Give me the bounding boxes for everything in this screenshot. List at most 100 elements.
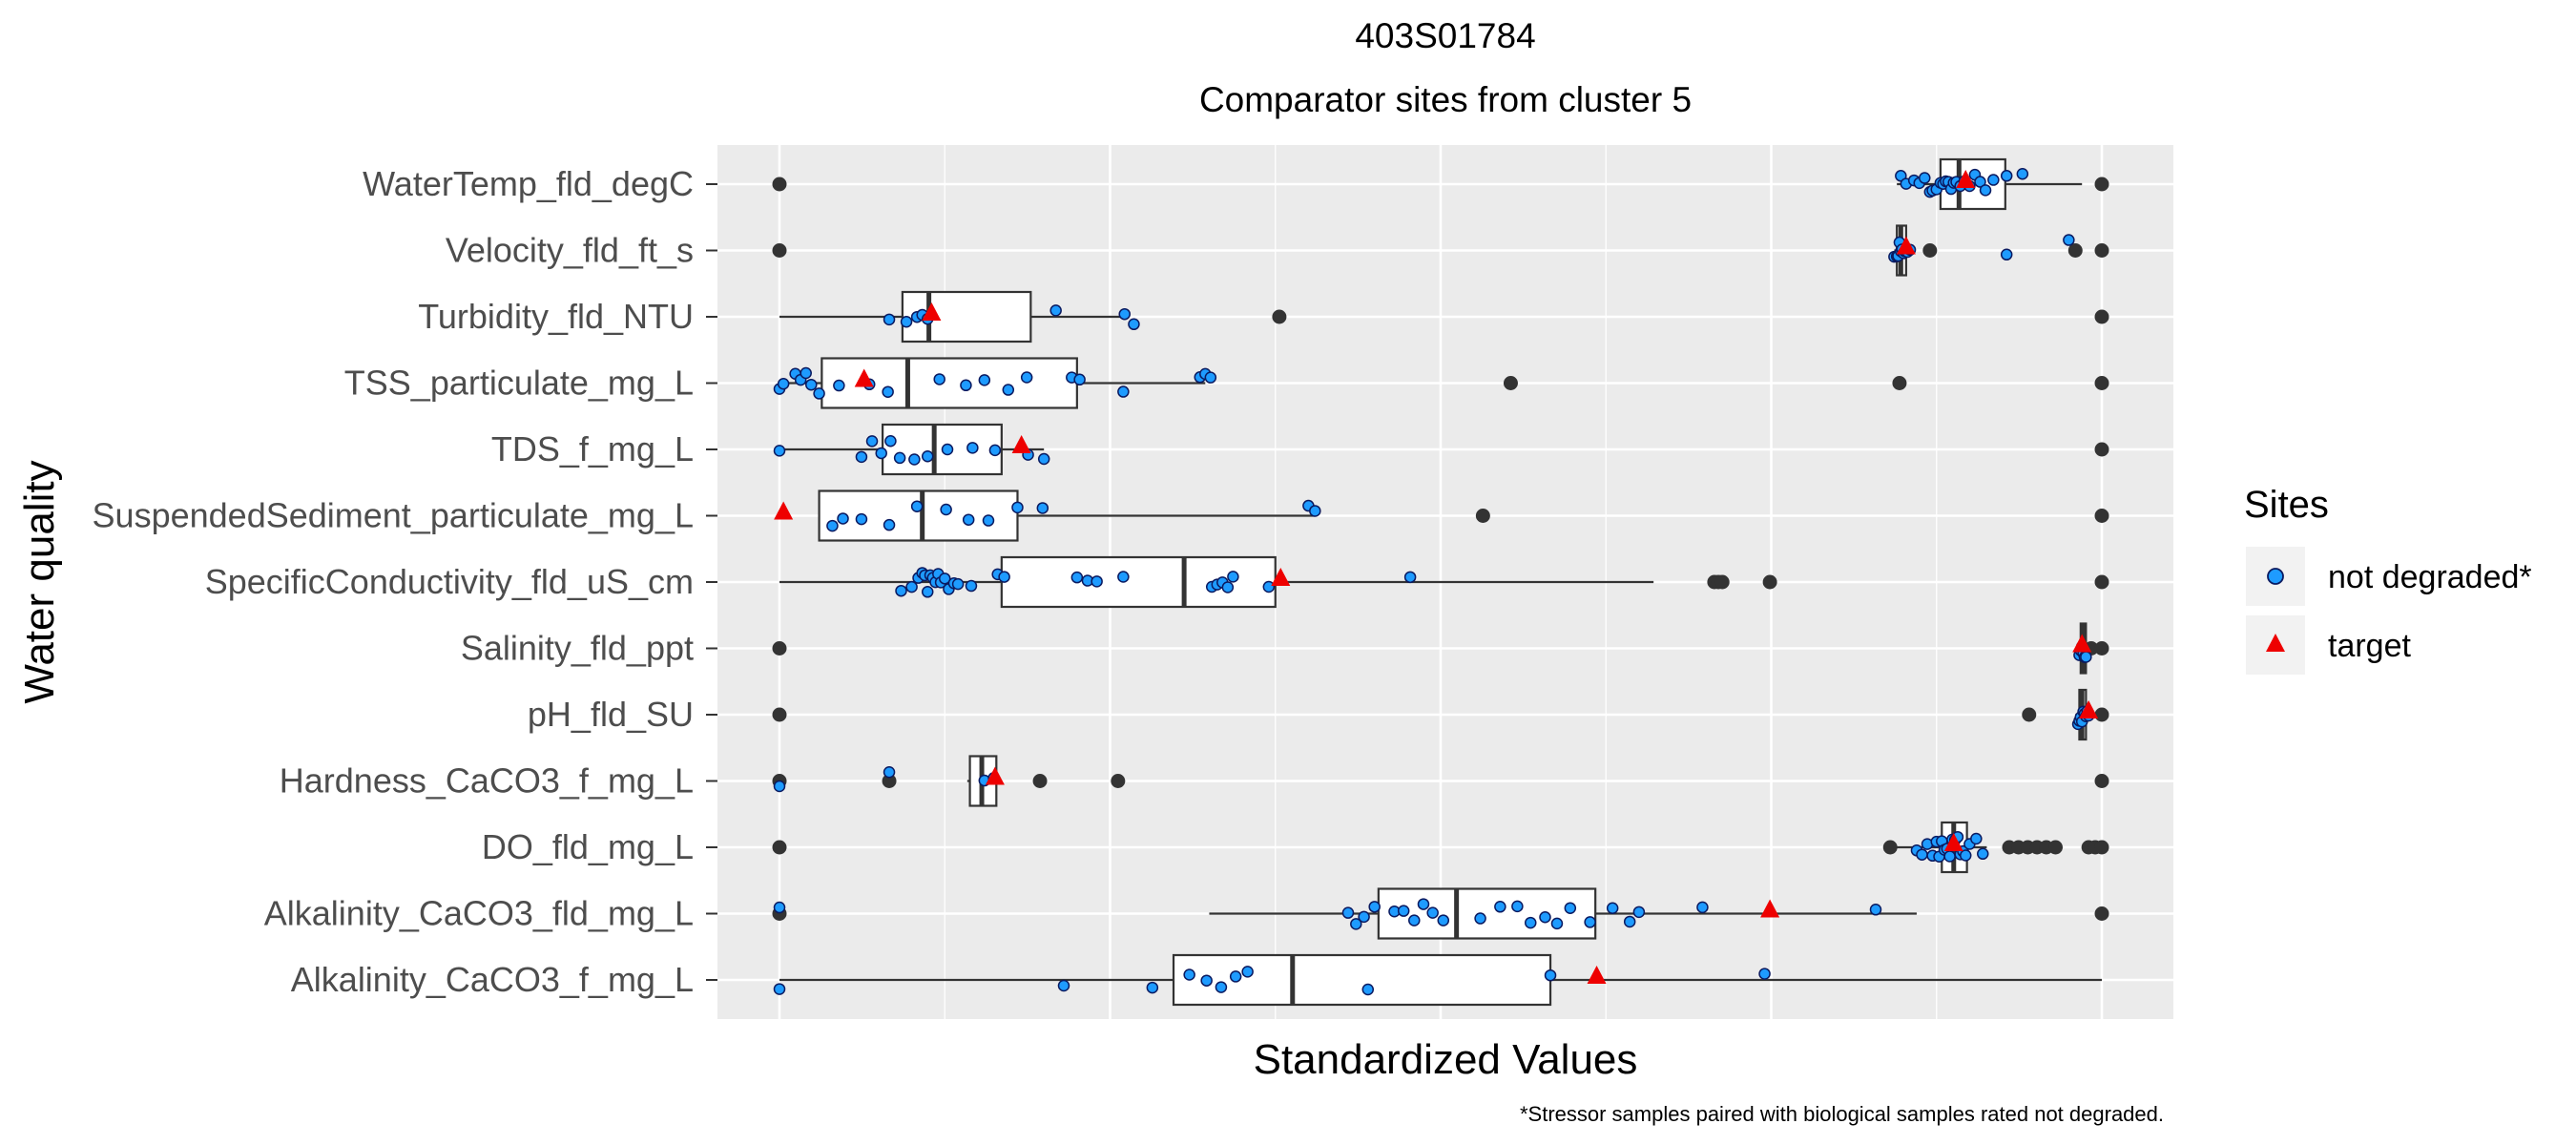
legend-label-not-degraded: not degraded* — [2328, 559, 2532, 595]
not-degraded-point — [855, 512, 868, 526]
category-label: SuspendedSediment_particulate_mg_L — [93, 496, 694, 535]
not-degraded-point — [910, 500, 924, 512]
outlier-point — [1762, 574, 1777, 590]
not-degraded-point — [1229, 970, 1242, 983]
target-point — [985, 766, 1005, 785]
not-degraded-point — [805, 378, 818, 391]
outlier-point — [1892, 376, 1907, 390]
not-degraded-point — [1550, 917, 1564, 930]
not-degraded-point — [800, 366, 812, 380]
target-point — [1896, 236, 1916, 255]
points — [773, 167, 2099, 996]
not-degraded-point — [1200, 974, 1213, 987]
not-degraded-point — [1368, 901, 1381, 913]
not-degraded-point — [1919, 172, 1931, 184]
box — [1377, 887, 1597, 940]
not-degraded-point — [1215, 981, 1228, 993]
not-degraded-point — [905, 580, 918, 593]
not-degraded-point — [998, 571, 1010, 583]
outlier-point — [1503, 376, 1518, 390]
not-degraded-point — [1544, 968, 1557, 982]
legend: Sites not degraded* target — [2244, 484, 2532, 675]
not-degraded-point — [933, 373, 945, 385]
not-degraded-point — [2016, 167, 2029, 180]
not-degraded-point — [1987, 174, 2000, 186]
not-degraded-point — [951, 577, 965, 591]
not-degraded-point — [773, 983, 786, 995]
x-axis-title: Standardized Values — [1254, 1036, 1638, 1083]
caption: *Stressor samples paired with biological… — [1520, 1102, 2164, 1126]
outlier-point — [1111, 774, 1126, 788]
box — [818, 489, 1019, 542]
outlier-point — [772, 243, 787, 258]
legend-title: Sites — [2244, 484, 2329, 526]
outlier-point — [1714, 574, 1730, 590]
target-point — [1943, 833, 1963, 851]
target-point — [1011, 435, 1031, 453]
not-degraded-point — [883, 766, 896, 779]
outlier-point — [2094, 574, 2109, 590]
target-point — [1760, 899, 1780, 918]
not-degraded-point — [1020, 371, 1033, 384]
category-label: Hardness_CaCO3_f_mg_L — [280, 761, 694, 801]
not-degraded-point — [1057, 979, 1070, 992]
not-degraded-point — [982, 514, 995, 527]
target-point — [2079, 700, 2099, 718]
not-degraded-point — [908, 453, 921, 466]
not-degraded-point — [1417, 898, 1430, 910]
outlier-point — [2094, 641, 2109, 656]
category-label: pH_fld_SU — [528, 695, 694, 734]
not-degraded-point — [1128, 318, 1140, 331]
outlier-point — [772, 177, 787, 192]
not-degraded-point — [966, 442, 979, 454]
not-degraded-point — [921, 586, 934, 598]
target-point — [922, 302, 942, 321]
not-degraded-point — [1758, 968, 1771, 980]
not-degraded-point — [1979, 184, 1992, 197]
not-degraded-point — [1036, 502, 1049, 514]
not-degraded-point — [1623, 915, 1636, 928]
not-degraded-point — [1524, 916, 1537, 929]
target-point — [1956, 170, 1976, 188]
outlier-point — [2047, 840, 2063, 855]
outlier-point — [2094, 509, 2109, 523]
outlier-point — [2094, 840, 2109, 855]
not-degraded-point — [1358, 910, 1370, 924]
legend-label-target: target — [2328, 628, 2411, 664]
legend-key-target — [2266, 634, 2285, 652]
not-degraded-point — [960, 379, 972, 392]
not-degraded-point — [1241, 966, 1254, 978]
not-degraded-point — [921, 449, 934, 463]
box — [1172, 953, 1552, 1007]
outlier-point — [882, 774, 897, 788]
not-degraded-point — [1117, 571, 1130, 583]
not-degraded-point — [1474, 912, 1486, 925]
not-degraded-point — [773, 901, 786, 914]
category-label: Alkalinity_CaCO3_f_mg_L — [291, 960, 694, 999]
outlier-point — [772, 840, 787, 855]
chart-subtitle: Comparator sites from cluster 5 — [1199, 80, 1692, 119]
category-label: Alkalinity_CaCO3_fld_mg_L — [264, 894, 694, 933]
category-label: TDS_f_mg_L — [491, 429, 694, 468]
not-degraded-point — [1183, 968, 1195, 981]
not-degraded-point — [1606, 902, 1619, 915]
not-degraded-point — [1916, 848, 1928, 861]
not-degraded-point — [978, 374, 991, 386]
not-degraded-point — [965, 579, 978, 593]
outlier-point — [2094, 177, 2109, 192]
not-degraded-point — [1426, 906, 1439, 919]
not-degraded-point — [1118, 307, 1131, 321]
not-degraded-point — [777, 378, 790, 390]
target-point — [1271, 568, 1291, 586]
outlier-point — [2094, 707, 2109, 722]
not-degraded-point — [1437, 914, 1450, 926]
not-degraded-point — [1262, 580, 1276, 593]
not-degraded-point — [882, 385, 894, 398]
category-label: TSS_particulate_mg_L — [344, 364, 694, 403]
not-degraded-point — [1011, 501, 1024, 514]
not-degraded-point — [1403, 571, 1417, 584]
not-degraded-point — [883, 313, 896, 326]
not-degraded-point — [1002, 384, 1015, 396]
outlier-point — [2094, 309, 2109, 324]
